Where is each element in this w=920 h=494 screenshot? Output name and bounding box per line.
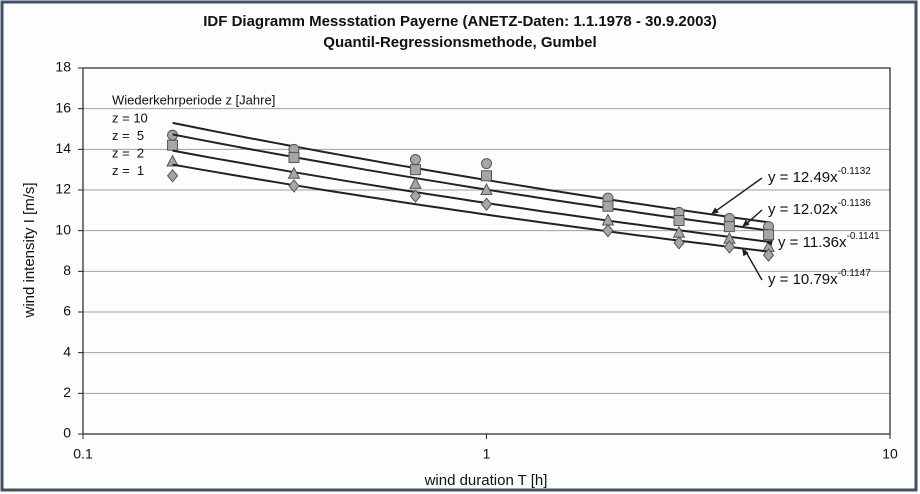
legend-entry: z = 1: [112, 163, 144, 178]
y-tick-label: 16: [55, 99, 71, 115]
marker: [409, 176, 422, 189]
y-tick-label: 4: [63, 343, 71, 359]
marker: [602, 200, 614, 212]
y-tick-label: 10: [55, 221, 71, 237]
marker: [287, 166, 301, 179]
marker: [762, 248, 775, 262]
x-axis-label: wind duration T [h]: [424, 472, 548, 489]
arrow-head: [764, 240, 773, 247]
marker: [723, 221, 735, 233]
y-tick-label: 12: [55, 181, 71, 197]
legend-entry: z = 10: [112, 110, 148, 125]
legend-entry: z = 2: [112, 145, 144, 160]
marker: [480, 182, 493, 195]
y-tick-label: 8: [63, 262, 71, 278]
y-tick-label: 2: [63, 384, 71, 400]
equation-label: y = 12.02x-0.1136: [768, 198, 871, 218]
y-tick-label: 0: [63, 425, 71, 441]
annotation-arrow: [713, 177, 763, 213]
marker: [673, 236, 685, 250]
marker: [481, 158, 492, 170]
equation-exponent: -0.1147: [838, 268, 872, 279]
y-tick-label: 6: [63, 303, 71, 319]
marker: [166, 154, 179, 167]
chart-subtitle: Quantil-Regressionsmethode, Gumbel: [323, 34, 596, 51]
legend-title: Wiederkehrperiode z [Jahre]: [112, 92, 275, 107]
fit-line: [172, 133, 769, 232]
equation-text: y = 11.36x: [778, 234, 847, 251]
marker: [723, 240, 736, 254]
marker: [409, 154, 421, 165]
marker: [288, 179, 300, 193]
y-tick-label: 18: [55, 59, 71, 75]
marker: [602, 223, 614, 238]
marker: [480, 197, 493, 212]
equation-text: y = 10.79x: [768, 271, 838, 288]
y-axis-label: wind intensity I [m/s]: [21, 182, 38, 318]
chart-title: IDF Diagramm Messstation Payerne (ANETZ-…: [203, 13, 717, 30]
marker: [409, 164, 421, 176]
x-tick-label: 0.1: [73, 446, 93, 462]
marker: [481, 170, 492, 182]
fit-line: [172, 149, 769, 243]
marker: [288, 151, 300, 163]
equation-label: y = 10.79x-0.1147: [768, 268, 871, 288]
legend-entry: z = 5: [112, 128, 144, 143]
plot-area: [82, 67, 891, 435]
marker: [673, 215, 685, 226]
arrow-head: [710, 207, 719, 215]
equation-exponent: -0.1132: [838, 166, 872, 177]
y-tick-label: 14: [55, 140, 71, 156]
fit-line: [172, 121, 769, 224]
arrow-head: [742, 219, 750, 227]
equation-text: y = 12.49x: [768, 169, 838, 186]
marker: [409, 189, 422, 203]
equation-text: y = 12.02x: [768, 201, 838, 218]
arrow-head: [742, 248, 749, 257]
marker: [166, 168, 179, 183]
equation-label: y = 12.49x-0.1132: [768, 166, 871, 186]
x-tick-label: 10: [882, 446, 898, 462]
equation-label: y = 11.36x-0.1141: [778, 231, 880, 251]
equation-exponent: -0.1141: [847, 231, 881, 242]
equation-exponent: -0.1136: [838, 198, 872, 209]
marker: [167, 139, 179, 151]
annotation-arrow: [744, 250, 763, 281]
x-tick-label: 1: [483, 446, 491, 462]
marker: [763, 229, 775, 241]
fit-line: [172, 163, 769, 253]
